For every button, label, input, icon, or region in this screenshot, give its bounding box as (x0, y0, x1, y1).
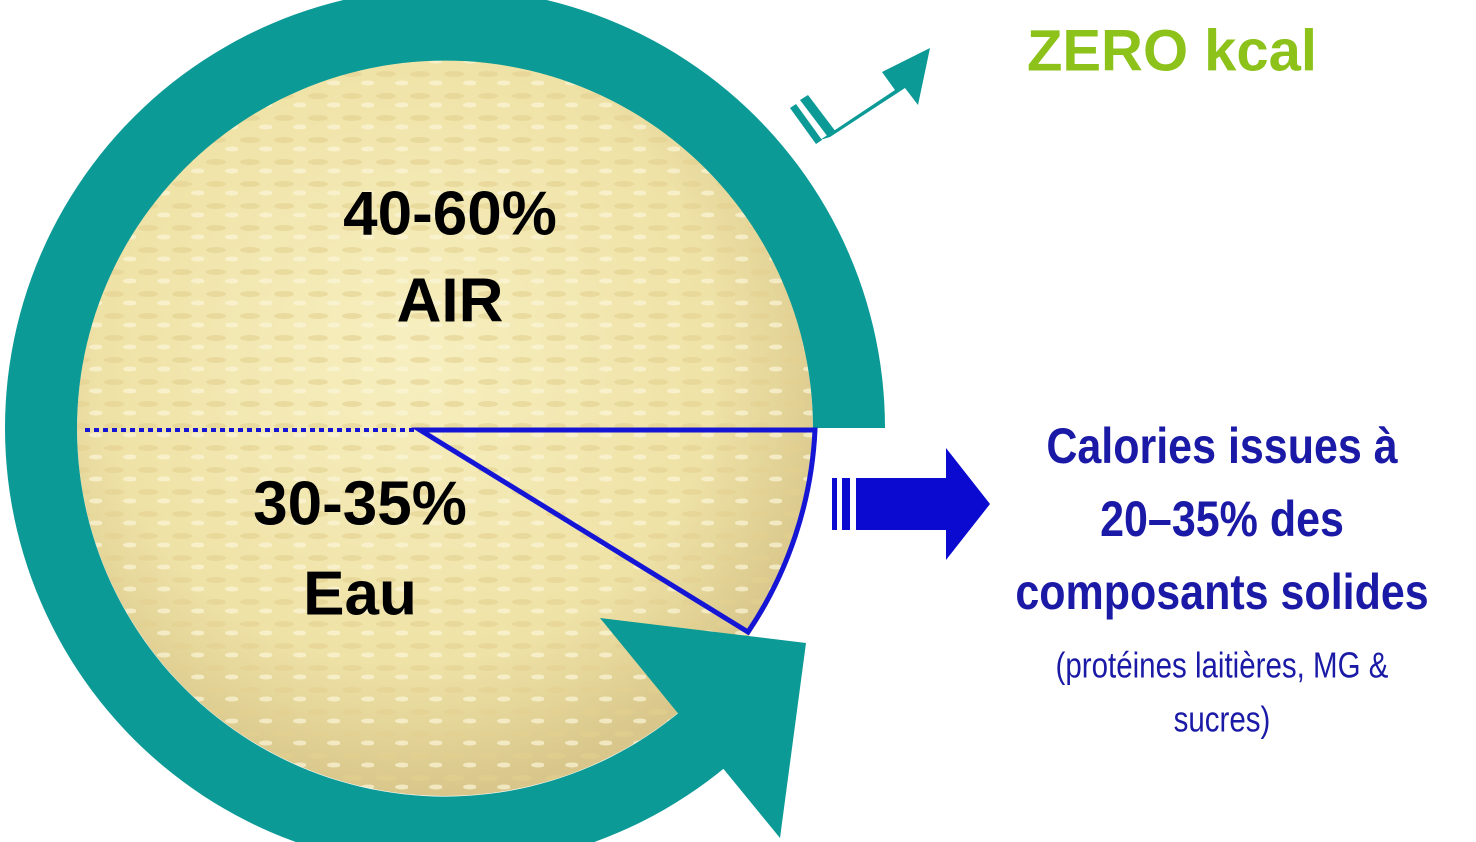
water-label: Eau (303, 559, 417, 628)
result-line: composants solides (1015, 564, 1428, 620)
solids-arrow (832, 448, 990, 560)
air-percent: 40-60% (343, 179, 557, 248)
page: 40-60% AIR 30-35% Eau ZERO kcal Calories… (0, 0, 1476, 842)
result-note: (protéines laitières, MG & (1056, 645, 1389, 685)
result-note: sucres) (1174, 699, 1271, 739)
result-line: Calories issues à (1046, 418, 1398, 474)
water-percent: 30-35% (253, 469, 467, 538)
diagram: 40-60% AIR 30-35% Eau ZERO kcal Calories… (0, 0, 1476, 842)
air-result: ZERO kcal (1027, 18, 1317, 83)
solids-result: Calories issues à 20–35% des composants so… (1015, 418, 1428, 739)
air-arrow (790, 48, 930, 144)
air-label: AIR (397, 266, 504, 335)
result-line: 20–35% des (1100, 491, 1344, 547)
